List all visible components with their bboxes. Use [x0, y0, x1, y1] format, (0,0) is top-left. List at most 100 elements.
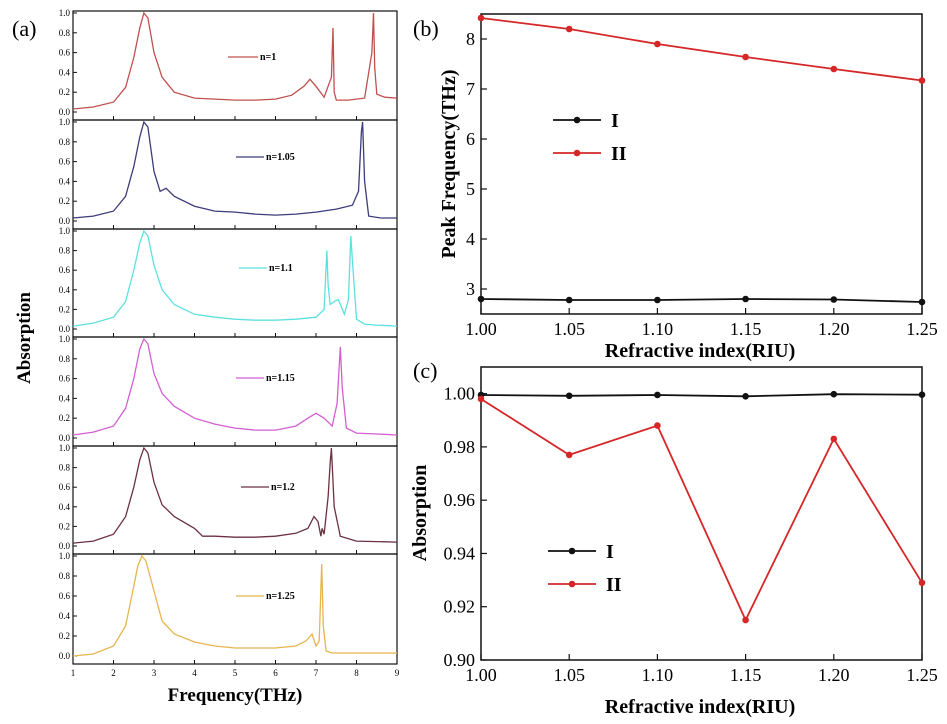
legend-label: n=1.1 [269, 263, 293, 274]
y-tick-label: 0.0 [59, 216, 71, 226]
plot-frame [480, 13, 923, 315]
x-axis-label: Frequency(THz) [168, 685, 303, 706]
y-tick-label: 0.0 [59, 324, 71, 334]
data-point-I [830, 390, 838, 398]
x-tick-label: 3 [152, 668, 157, 678]
panel-label: (a) [12, 16, 36, 41]
x-tick-label: 1.10 [642, 319, 674, 339]
x-tick-label: 1.15 [730, 319, 762, 339]
y-tick-label: 0.8 [59, 571, 71, 581]
x-axis-label: Refractive index(RIU) [605, 696, 796, 718]
y-tick-label: 1.0 [59, 443, 71, 453]
series-line-n=1.05 [72, 120, 397, 219]
y-tick-label: 0.6 [59, 48, 71, 58]
y-tick-label: 6 [466, 129, 475, 149]
series-line-n=1.1 [72, 229, 398, 327]
legend-label: II [611, 143, 627, 165]
data-point-II [477, 395, 485, 403]
y-tick-label: 0.8 [59, 246, 71, 256]
legend-marker [573, 149, 581, 157]
x-tick-label: 4 [192, 668, 197, 678]
data-point-I [654, 391, 661, 399]
x-tick-label: 6 [273, 668, 278, 678]
legend-label: I [611, 110, 619, 132]
y-tick-label: 1.00 [444, 384, 476, 404]
y-tick-label: 0.94 [444, 543, 476, 563]
legend-label: II [606, 574, 622, 596]
y-tick-label: 0.4 [59, 285, 71, 295]
data-point-I [742, 295, 749, 303]
y-tick-label: 0.2 [59, 413, 70, 423]
x-tick-label: 1.00 [465, 665, 497, 685]
x-tick-label: 2 [111, 668, 116, 678]
legend-label: I [606, 541, 614, 563]
x-tick-label: 1 [71, 668, 76, 678]
data-point-II [742, 53, 749, 61]
y-tick-label: 0.8 [59, 463, 71, 473]
panel-label: (b) [413, 16, 439, 41]
y-tick-label: 3 [466, 279, 475, 299]
legend-label: n=1.2 [271, 482, 295, 493]
y-tick-label: 0.6 [59, 482, 71, 492]
series-line-II [480, 398, 923, 623]
y-tick-label: 0.0 [59, 107, 71, 117]
series-line-n=1.25 [72, 554, 397, 657]
y-tick-label: 0.2 [59, 631, 70, 641]
y-tick-label: 0.2 [59, 196, 70, 206]
y-tick-label: 0.4 [59, 502, 71, 512]
y-tick-label: 0.4 [59, 67, 71, 77]
y-tick-label: 0.6 [59, 157, 71, 167]
series-line-I [480, 298, 923, 303]
series-line-n=1.2 [72, 446, 398, 544]
y-tick-label: 1.0 [59, 551, 71, 561]
x-tick-label: 1.10 [642, 665, 674, 685]
y-tick-label: 0.2 [59, 304, 70, 314]
series-line-I [480, 393, 923, 398]
y-tick-label: 1.0 [59, 8, 71, 18]
data-point-II [742, 616, 749, 624]
data-point-II [477, 14, 485, 22]
y-tick-label: 0.4 [59, 176, 71, 186]
y-tick-label: 0.4 [59, 393, 71, 403]
legend-marker [568, 547, 576, 555]
series-line-II [480, 17, 923, 82]
data-point-I [565, 296, 573, 304]
data-point-II [830, 435, 838, 443]
data-point-II [654, 40, 661, 48]
series-line-n=1 [72, 11, 398, 110]
x-tick-label: 9 [395, 668, 400, 678]
y-tick-label: 0.0 [59, 651, 71, 661]
data-point-II [565, 451, 573, 459]
data-point-II [918, 579, 926, 587]
data-point-II [565, 25, 573, 33]
y-tick-label: 4 [466, 229, 475, 249]
x-tick-label: 1.25 [906, 319, 938, 339]
legend-marker [573, 116, 581, 124]
x-tick-label: 1.15 [730, 665, 762, 685]
x-tick-label: 1.00 [465, 319, 497, 339]
y-tick-label: 0.92 [444, 597, 476, 617]
y-tick-label: 0.90 [444, 650, 476, 670]
y-tick-label: 8 [466, 29, 475, 49]
y-tick-label: 1.0 [59, 226, 71, 236]
data-point-I [654, 296, 661, 304]
y-tick-label: 0.6 [59, 591, 71, 601]
subplot-frame-0 [72, 10, 398, 121]
x-tick-label: 1.25 [906, 665, 938, 685]
x-axis-label: Refractive index(RIU) [605, 340, 796, 362]
legend-marker [568, 580, 576, 588]
y-tick-label: 0.98 [444, 437, 476, 457]
data-point-II [830, 65, 838, 73]
y-axis-label: Absorption [14, 292, 35, 384]
x-tick-label: 1.20 [818, 319, 850, 339]
y-tick-label: 7 [466, 79, 475, 99]
y-tick-label: 1.0 [59, 117, 71, 127]
y-tick-label: 0.96 [444, 490, 476, 510]
panel-label: (c) [413, 358, 437, 383]
y-tick-label: 0.8 [59, 354, 71, 364]
y-tick-label: 0.2 [59, 521, 70, 531]
legend-label: n=1.25 [266, 591, 295, 602]
y-axis-label: Absorption [409, 465, 431, 562]
y-tick-label: 0.8 [59, 28, 71, 38]
y-tick-label: 0.6 [59, 265, 71, 275]
